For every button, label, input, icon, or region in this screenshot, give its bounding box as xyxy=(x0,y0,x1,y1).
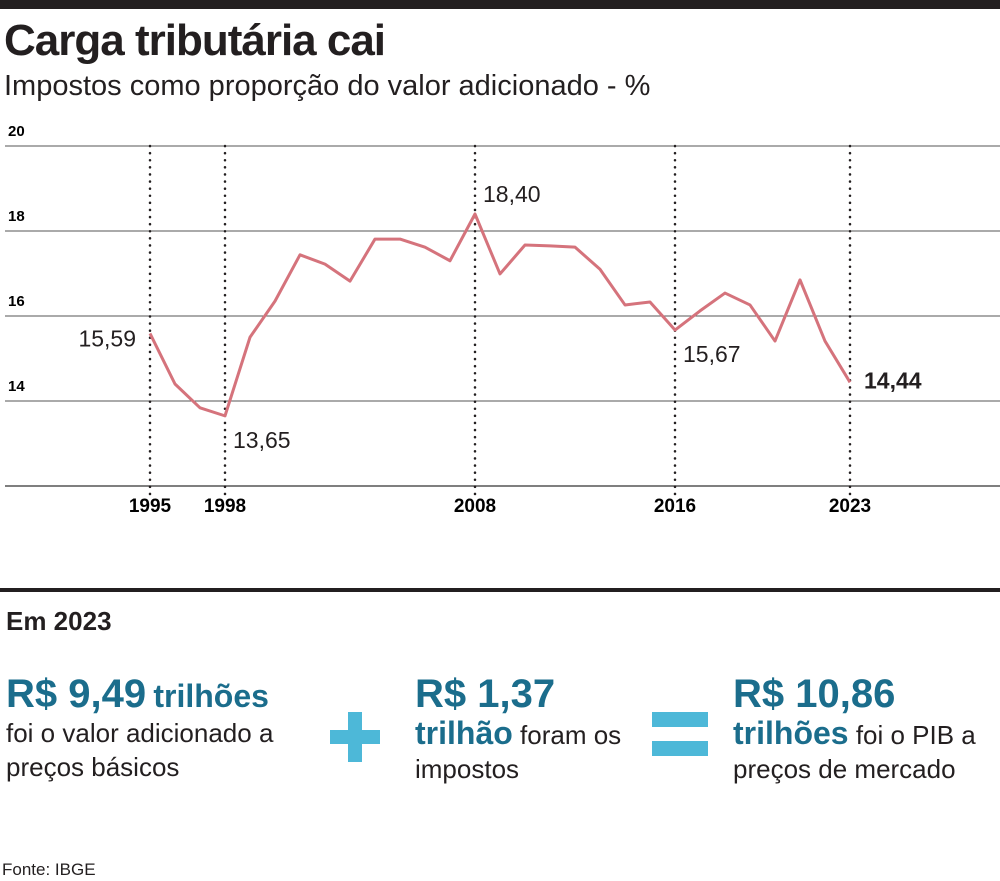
item-text: foram os impostos xyxy=(415,720,622,784)
x-tick-label: 2016 xyxy=(654,496,696,517)
item-text: foi o PIB a preços de mercado xyxy=(733,720,976,784)
x-tick-label: 2008 xyxy=(454,496,496,517)
unit: trilhões xyxy=(153,678,269,714)
unit: trilhão xyxy=(415,715,513,751)
value-label: 14,44 xyxy=(864,367,922,393)
summary-item: R$ 9,49 trilhões foi o valor adicionado … xyxy=(6,672,306,784)
value-label: 15,67 xyxy=(683,341,741,367)
data-line xyxy=(148,212,852,418)
summary-item: R$ 1,37 trilhão foram os impostos xyxy=(415,672,625,786)
amount: R$ 10,86 xyxy=(733,672,896,716)
divider xyxy=(0,588,1000,592)
value-label: 15,59 xyxy=(78,326,136,352)
chart-title: Carga tributária cai xyxy=(4,16,386,65)
chart-subtitle: Impostos como proporção do valor adicion… xyxy=(4,70,651,102)
equals-sign xyxy=(652,712,708,756)
y-tick-label: 20 xyxy=(8,123,25,140)
plus-sign xyxy=(330,712,380,762)
amount: R$ 1,37 xyxy=(415,672,556,716)
x-tick-label: 1995 xyxy=(129,496,172,517)
value-label: 18,40 xyxy=(483,181,541,207)
x-tick-label: 2023 xyxy=(829,496,871,517)
y-tick-label: 14 xyxy=(8,378,25,395)
x-tick-label: 1998 xyxy=(204,496,246,517)
amount: R$ 9,49 xyxy=(6,672,147,716)
source: Fonte: IBGE xyxy=(2,860,96,879)
summary-heading: Em 2023 xyxy=(6,606,112,636)
chart: 14 16 18 20 1995 1998 2008 2016 2023 15,59 13,65 18… xyxy=(5,123,1000,517)
y-tick-label: 16 xyxy=(8,293,25,310)
value-label: 13,65 xyxy=(233,427,291,453)
unit: trilhões xyxy=(733,715,849,751)
summary-item: R$ 10,86 trilhões foi o PIB a preços de … xyxy=(733,672,998,786)
item-text: foi o valor adicionado a preços básicos xyxy=(6,718,274,782)
y-tick-label: 18 xyxy=(8,208,25,225)
top-bar xyxy=(0,0,1000,9)
